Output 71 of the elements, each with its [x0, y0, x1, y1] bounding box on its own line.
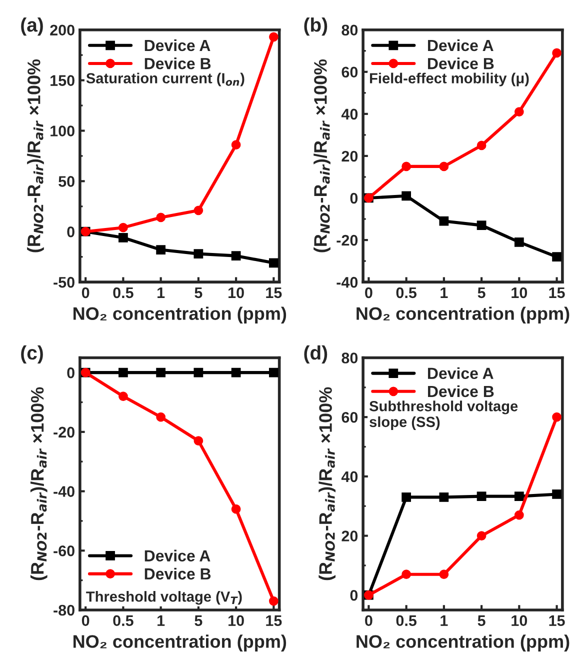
y-tick-label: -80: [54, 604, 74, 616]
y-tick-label: 60: [342, 66, 358, 78]
x-tick-label: 0.5: [113, 287, 134, 298]
x-tick-label: 0.5: [396, 287, 417, 298]
x-tick-label: 1: [158, 615, 165, 626]
x-tick-label: 10: [228, 615, 244, 626]
x-tick-label: 15: [266, 615, 282, 626]
y-tick-label: -20: [336, 234, 358, 246]
legend-label: Device B: [428, 58, 494, 70]
legend-label: Device B: [144, 58, 211, 70]
y-tick-label: 60: [342, 412, 358, 423]
y-tick-label: 0: [67, 367, 74, 378]
chart-title: (d): [304, 345, 328, 364]
x-tick-label: 1: [440, 615, 448, 626]
y-tick-label: 20: [342, 530, 358, 542]
legend-label: Device A: [428, 39, 494, 52]
x-tick-label: 0: [365, 615, 372, 626]
x-tick-label: 5: [194, 615, 202, 626]
x-axis-title: NO₂ concentration (ppm): [356, 306, 570, 324]
legend-label: Device A: [144, 39, 210, 52]
x-tick-label: 10: [228, 287, 244, 298]
x-tick-label: 15: [549, 287, 565, 298]
legend-label: Device B: [428, 385, 494, 398]
y-axis-title: (R$_{NO2}$-R$_{air}$)/R$_{air}$ ×100%: [318, 387, 336, 580]
y-tick-label: 20: [342, 150, 358, 162]
x-tick-label: 0: [365, 287, 372, 298]
legend-label: Device A: [428, 367, 494, 380]
x-tick-label: 10: [512, 287, 528, 298]
x-tick-label: 0: [82, 287, 90, 298]
x-tick-label: 0: [82, 615, 90, 626]
chart-title: (a): [21, 18, 43, 36]
x-axis-title: NO₂ concentration (ppm): [74, 634, 286, 652]
annotation: Threshold voltage (V$_{T}$): [86, 591, 242, 605]
y-tick-label: 0: [350, 192, 358, 204]
x-tick-label: 0.5: [113, 615, 134, 626]
x-tick-label: 5: [478, 287, 486, 298]
x-tick-label: 5: [194, 287, 202, 298]
x-tick-label: 10: [512, 615, 528, 626]
annotation: Subthreshold voltage slope (SS): [369, 400, 518, 430]
y-tick-label: 100: [50, 126, 74, 136]
y-tick-label: 0: [350, 590, 358, 601]
y-tick-label: 80: [342, 24, 358, 36]
x-tick-label: 1: [158, 287, 165, 298]
y-tick-label: 0: [67, 226, 74, 238]
y-tick-label: -40: [54, 486, 74, 497]
x-tick-label: 15: [549, 615, 565, 626]
y-tick-label: 80: [342, 352, 358, 364]
x-tick-label: 1: [440, 287, 448, 298]
y-tick-label: -40: [336, 276, 358, 288]
legend-label: Device B: [144, 568, 211, 580]
x-axis-title: NO₂ concentration (ppm): [74, 306, 286, 324]
y-tick-label: 200: [50, 24, 74, 36]
x-tick-label: 15: [266, 287, 282, 298]
chart-title: (c): [21, 345, 43, 364]
y-axis-title: (R$_{NO2}$-R$_{air}$)/R$_{air}$ ×100%: [30, 387, 48, 580]
y-tick-label: 150: [50, 75, 74, 86]
legend-label: Device A: [144, 550, 210, 562]
annotation: Saturation current (I$_{on}$): [86, 72, 244, 86]
chart-title: (b): [304, 18, 328, 36]
y-axis-title: (R$_{NO2}$-R$_{air}$)/R$_{air}$ ×100%: [27, 59, 44, 252]
y-tick-label: -50: [54, 276, 74, 288]
annotation: Field-effect mobility (μ): [370, 72, 529, 86]
y-tick-label: 40: [341, 108, 358, 120]
y-tick-label: -20: [54, 426, 74, 438]
y-tick-label: 40: [341, 471, 358, 482]
x-axis-title: NO₂ concentration (ppm): [356, 634, 570, 652]
y-tick-label: -60: [54, 545, 74, 556]
y-axis-title: (R$_{NO2}$-R$_{air}$)/R$_{air}$ ×100%: [314, 59, 330, 252]
y-tick-label: 50: [58, 176, 74, 187]
x-tick-label: 0.5: [396, 615, 417, 626]
x-tick-label: 5: [478, 615, 486, 626]
